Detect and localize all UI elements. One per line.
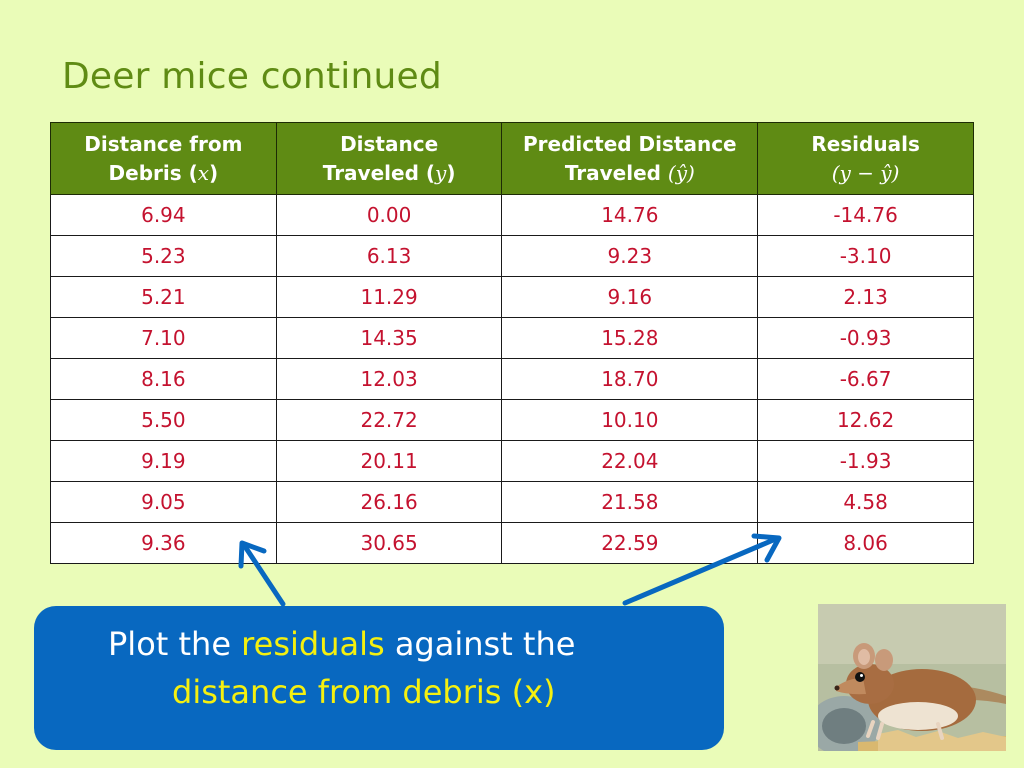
cell-distance-traveled: 12.03 [275, 358, 503, 400]
highlight-distance-from-debris: distance from debris (x) [172, 673, 556, 711]
cell-residual: 8.06 [757, 522, 974, 564]
table-row: 8.16 12.03 18.70 -6.67 [50, 358, 974, 400]
y-symbol: y [435, 160, 447, 185]
cell-distance-from-debris: 8.16 [50, 358, 277, 400]
cell-residual: -3.10 [757, 235, 974, 277]
cell-predicted-distance: 18.70 [501, 358, 759, 400]
cell-distance-traveled: 11.29 [275, 276, 503, 318]
cell-predicted-distance: 21.58 [501, 481, 759, 523]
cell-distance-traveled: 14.35 [275, 317, 503, 359]
cell-distance-from-debris: 9.05 [50, 481, 277, 523]
table-row: 6.94 0.00 14.76 -14.76 [50, 194, 974, 236]
cell-residual: -14.76 [757, 194, 974, 236]
left-arrow-icon [238, 540, 286, 607]
deer-mouse-icon [818, 604, 1006, 751]
cell-residual: -0.93 [757, 317, 974, 359]
cell-predicted-distance: 22.59 [501, 522, 759, 564]
deer-mouse-photo [818, 604, 1006, 751]
table-row: 9.05 26.16 21.58 4.58 [50, 481, 974, 523]
cell-predicted-distance: 9.23 [501, 235, 759, 277]
cell-distance-from-debris: 9.19 [50, 440, 277, 482]
table-row: 5.50 22.72 10.10 12.62 [50, 399, 974, 441]
cell-residual: 12.62 [757, 399, 974, 441]
cell-residual: 4.58 [757, 481, 974, 523]
table-row: 5.23 6.13 9.23 -3.10 [50, 235, 974, 277]
instruction-callout: Plot the residuals against the distance … [34, 606, 724, 750]
cell-distance-from-debris: 5.50 [50, 399, 277, 441]
header-distance-from-debris: Distance from Debris (x) [50, 122, 277, 195]
callout-line-1: Plot the residuals against the [108, 625, 576, 663]
header-predicted-distance: Predicted Distance Traveled (ŷ) [501, 122, 759, 195]
cell-distance-traveled: 22.72 [275, 399, 503, 441]
cell-distance-traveled: 30.65 [275, 522, 503, 564]
residual-formula: (y − ŷ) [831, 160, 900, 185]
cell-predicted-distance: 22.04 [501, 440, 759, 482]
table-row: 7.10 14.35 15.28 -0.93 [50, 317, 974, 359]
header-distance-traveled: Distance Traveled (y) [275, 122, 503, 195]
callout-line-2: distance from debris (x) [108, 668, 704, 716]
cell-distance-from-debris: 7.10 [50, 317, 277, 359]
table-row: 9.36 30.65 22.59 8.06 [50, 522, 974, 564]
cell-distance-from-debris: 5.23 [50, 235, 277, 277]
table-header-row: Distance from Debris (x) Distance Travel… [50, 122, 974, 195]
table-row: 9.19 20.11 22.04 -1.93 [50, 440, 974, 482]
header-residuals: Residuals (y − ŷ) [757, 122, 974, 195]
slide-title: Deer mice continued [62, 56, 442, 97]
right-arrow-icon [622, 533, 782, 606]
cell-residual: -1.93 [757, 440, 974, 482]
table-row: 5.21 11.29 9.16 2.13 [50, 276, 974, 318]
cell-distance-from-debris: 6.94 [50, 194, 277, 236]
highlight-residuals: residuals [241, 625, 385, 663]
cell-predicted-distance: 15.28 [501, 317, 759, 359]
x-symbol: x [197, 160, 210, 185]
cell-distance-traveled: 26.16 [275, 481, 503, 523]
cell-distance-traveled: 6.13 [275, 235, 503, 277]
cell-predicted-distance: 14.76 [501, 194, 759, 236]
residuals-table: Distance from Debris (x) Distance Travel… [50, 122, 974, 564]
cell-predicted-distance: 10.10 [501, 399, 759, 441]
cell-predicted-distance: 9.16 [501, 276, 759, 318]
y-hat-symbol: (ŷ) [667, 160, 695, 185]
cell-residual: 2.13 [757, 276, 974, 318]
